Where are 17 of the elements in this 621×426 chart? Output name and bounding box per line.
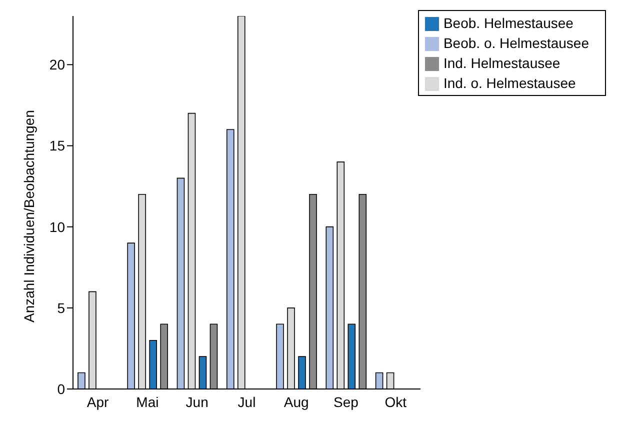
legend-label: Beob. Helmestausee (443, 15, 574, 31)
x-tick-label: Jun (186, 394, 208, 410)
y-tick-label: 0 (57, 380, 66, 397)
x-tick-label: Sep (334, 394, 359, 410)
y-tick-label: 5 (57, 300, 66, 316)
y-axis-title: Anzahl Individuen/Beobachtungen (20, 110, 37, 322)
x-tick-label: Okt (384, 394, 407, 410)
legend-label: Ind. Helmestausee (443, 55, 560, 71)
y-tick-label: 20 (49, 56, 66, 73)
legend-label: Ind. o. Helmestausee (443, 75, 576, 91)
x-tick-label: Apr (86, 394, 110, 410)
y-tick-label: 10 (49, 218, 66, 235)
x-tick-label: Aug (284, 394, 309, 410)
x-tick-label: Jul (238, 394, 256, 410)
y-tick-label: 15 (49, 138, 66, 154)
legend-label: Beob. o. Helmestausee (443, 35, 589, 51)
x-tick-label: Mai (136, 394, 159, 410)
